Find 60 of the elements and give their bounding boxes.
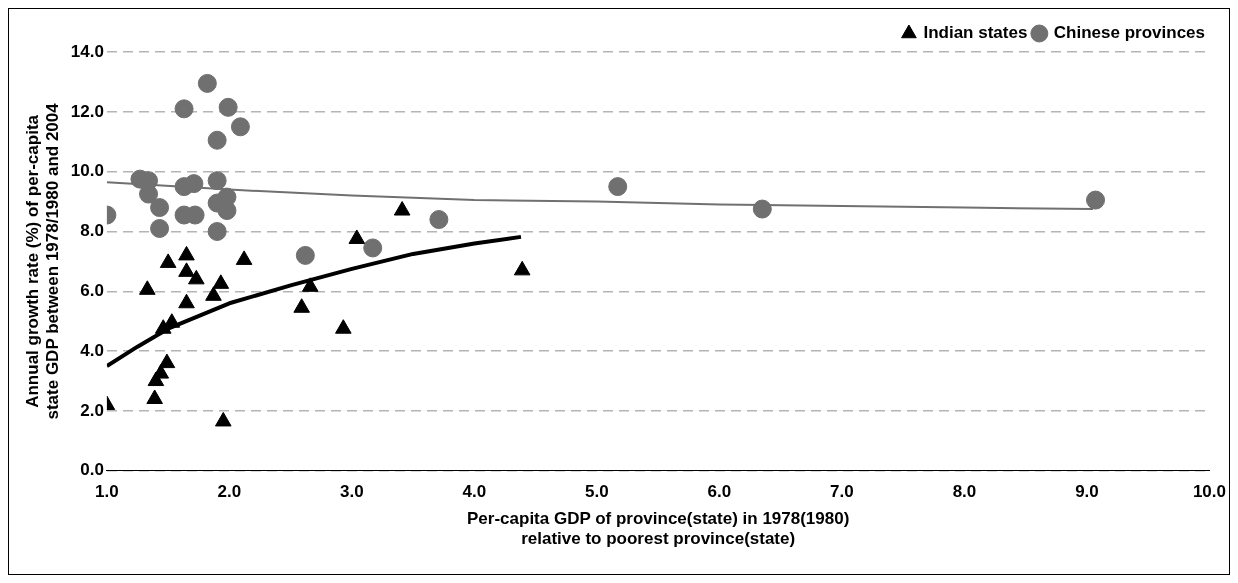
- y-tick-label: 4.0: [80, 340, 104, 360]
- point: [174, 99, 194, 119]
- x-tick-label: 3.0: [340, 481, 364, 501]
- y-tick-label: 10.0: [70, 161, 104, 181]
- point: [608, 177, 628, 197]
- point: [178, 293, 195, 309]
- x-tick-label: 5.0: [585, 481, 609, 501]
- x-tick-label: 8.0: [952, 481, 977, 501]
- point: [295, 245, 315, 265]
- point: [205, 286, 222, 301]
- point: [230, 117, 250, 137]
- x-axis-title: Per-capita GDP of province(state) in 1978(1980) relative to poorest province(state): [467, 509, 850, 549]
- x-tick-label: 7.0: [830, 481, 854, 501]
- point: [197, 73, 217, 93]
- point: [163, 313, 181, 328]
- x-tick-label: 6.0: [707, 481, 732, 501]
- x-tick-label: 2.0: [217, 481, 242, 501]
- point: [214, 411, 232, 427]
- point: [212, 274, 230, 289]
- point: [752, 199, 772, 219]
- point: [218, 97, 238, 117]
- point: [393, 201, 411, 216]
- point: [146, 389, 163, 405]
- y-tick-label: 0.0: [80, 460, 104, 480]
- point: [159, 253, 177, 268]
- point: [217, 201, 237, 221]
- point: [139, 280, 156, 295]
- y-tick-label: 8.0: [80, 221, 104, 241]
- legend-label: Chinese provinces: [1053, 23, 1206, 43]
- point: [207, 221, 227, 241]
- point: [207, 130, 227, 150]
- point: [150, 218, 170, 238]
- y-tick-label: 6.0: [80, 281, 104, 300]
- y-tick-label: 14.0: [70, 41, 104, 61]
- point: [139, 184, 159, 204]
- point: [150, 198, 170, 218]
- point: [152, 364, 170, 379]
- point: [178, 245, 195, 261]
- point: [293, 298, 310, 313]
- x-tick-label: 1.0: [95, 481, 119, 501]
- y-axis-title: Annual growth rate (%) of per-capita state GDP between 1978/1980 and 2004: [22, 102, 63, 420]
- point: [513, 260, 531, 276]
- y-tick-label: 12.0: [70, 101, 104, 121]
- point: [335, 319, 352, 334]
- point: [235, 250, 253, 265]
- legend-label: Indian states: [923, 23, 1028, 43]
- point: [429, 210, 449, 230]
- point: [363, 238, 383, 258]
- point: [207, 171, 227, 191]
- point: [188, 269, 205, 285]
- x-tick-label: 4.0: [462, 481, 487, 501]
- point: [348, 229, 366, 244]
- point: [178, 262, 195, 277]
- point: [1086, 190, 1106, 210]
- x-tick-label: 9.0: [1075, 481, 1099, 501]
- y-tick-label: 2.0: [80, 400, 104, 420]
- point: [158, 353, 176, 369]
- x-tick-label: 10.0: [1192, 481, 1226, 501]
- point: [301, 277, 319, 292]
- point: [184, 174, 204, 194]
